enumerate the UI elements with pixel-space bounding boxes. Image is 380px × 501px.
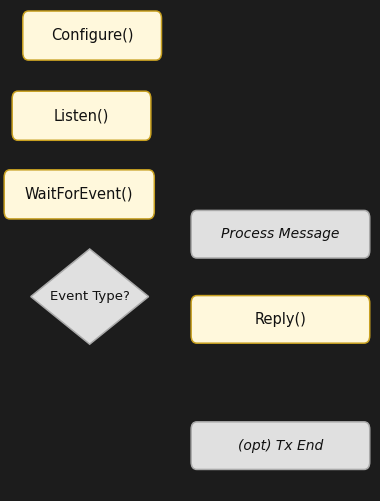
Text: Reply(): Reply() (255, 312, 306, 327)
Text: Process Message: Process Message (221, 227, 340, 241)
Text: WaitForEvent(): WaitForEvent() (25, 187, 133, 202)
FancyBboxPatch shape (191, 210, 370, 258)
FancyBboxPatch shape (191, 422, 370, 469)
FancyBboxPatch shape (4, 170, 154, 219)
Text: (opt) Tx End: (opt) Tx End (238, 439, 323, 452)
Text: Configure(): Configure() (51, 28, 133, 43)
FancyBboxPatch shape (12, 91, 151, 140)
Text: Listen(): Listen() (54, 108, 109, 123)
Polygon shape (31, 249, 149, 344)
FancyBboxPatch shape (23, 11, 162, 60)
FancyBboxPatch shape (191, 296, 370, 343)
Text: Event Type?: Event Type? (50, 290, 130, 303)
